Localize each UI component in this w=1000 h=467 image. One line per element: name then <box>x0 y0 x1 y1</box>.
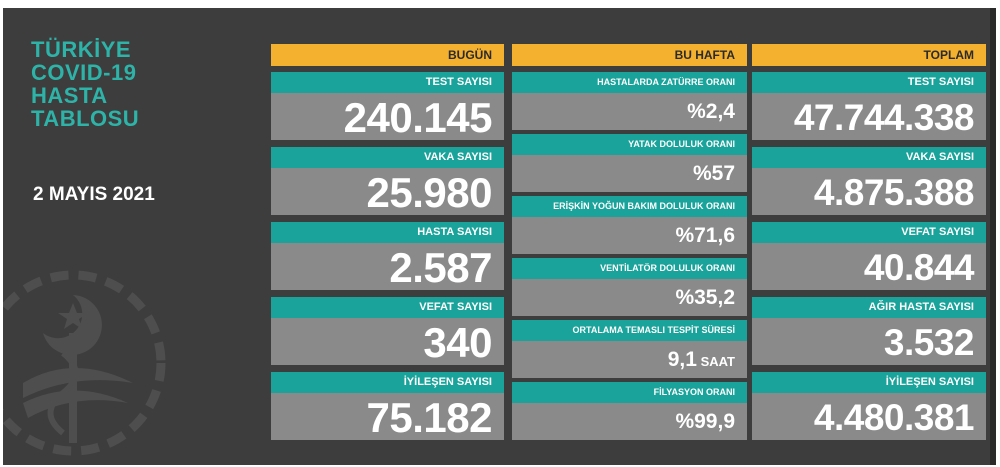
value-text: %2,4 <box>687 100 735 123</box>
card-value: 240.145 <box>271 93 504 141</box>
week-card-contact-time: ORTALAMA TEMASLI TESPİT SÜRESİ 9,1 SAAT <box>512 320 747 378</box>
value-text: %71,6 <box>675 224 735 247</box>
card-value: 4.480.381 <box>752 393 986 440</box>
title-line: HASTA <box>31 83 108 108</box>
ministry-emblem-icon <box>3 270 166 456</box>
week-heading: BU HAFTA <box>512 44 747 66</box>
card-label: VAKA SAYISI <box>752 147 986 168</box>
total-column: TOPLAM TEST SAYISI 47.744.338 VAKA SAYIS… <box>752 44 986 440</box>
card-label: VEFAT SAYISI <box>752 222 986 243</box>
card-label: ORTALAMA TEMASLI TESPİT SÜRESİ <box>512 320 747 341</box>
card-label: YATAK DOLULUK ORANI <box>512 134 747 155</box>
week-card-bed-occupancy: YATAK DOLULUK ORANI %57 <box>512 134 747 192</box>
card-label: HASTA SAYISI <box>271 222 504 243</box>
card-label: AĞIR HASTA SAYISI <box>752 297 986 318</box>
card-value: 2.587 <box>271 243 504 291</box>
total-card-test: TEST SAYISI 47.744.338 <box>752 72 986 140</box>
week-column: BU HAFTA HASTALARDA ZATÜRRE ORANI %2,4 Y… <box>512 44 747 440</box>
card-label: HASTALARDA ZATÜRRE ORANI <box>512 72 747 93</box>
card-value: 9,1 SAAT <box>512 341 747 378</box>
card-value: 3.532 <box>752 318 986 365</box>
board-edge <box>990 8 996 465</box>
card-value: 40.844 <box>752 243 986 290</box>
card-label: TEST SAYISI <box>271 72 504 93</box>
value-text: 9,1 <box>667 348 697 371</box>
total-card-recovered: İYİLEŞEN SAYISI 4.480.381 <box>752 372 986 440</box>
report-date: 2 MAYIS 2021 <box>33 184 155 205</box>
total-heading: TOPLAM <box>752 44 986 66</box>
today-heading: BUGÜN <box>271 44 504 66</box>
value-text: %35,2 <box>675 286 735 309</box>
today-card-test: TEST SAYISI 240.145 <box>271 72 504 141</box>
card-value: %57 <box>512 155 747 192</box>
card-value: %71,6 <box>512 217 747 254</box>
card-value: 75.182 <box>271 393 504 441</box>
card-label: İYİLEŞEN SAYISI <box>752 372 986 393</box>
card-value: 25.980 <box>271 168 504 216</box>
card-value: 4.875.388 <box>752 168 986 215</box>
card-label: VEFAT SAYISI <box>271 297 504 318</box>
week-card-pneumonia: HASTALARDA ZATÜRRE ORANI %2,4 <box>512 72 747 130</box>
title-line: COVID-19 <box>31 60 137 85</box>
value-text: %57 <box>692 162 735 185</box>
covid-table-board: TÜRKİYE COVID-19 HASTA TABLOSU 2 MAYIS 2… <box>3 8 996 465</box>
card-value: %99,9 <box>512 403 747 440</box>
today-card-patients: HASTA SAYISI 2.587 <box>271 222 504 291</box>
card-value: 47.744.338 <box>752 93 986 140</box>
today-card-recovered: İYİLEŞEN SAYISI 75.182 <box>271 372 504 441</box>
card-value: %2,4 <box>512 93 747 130</box>
today-column: BUGÜN TEST SAYISI 240.145 VAKA SAYISI 25… <box>271 44 504 441</box>
card-label: İYİLEŞEN SAYISI <box>271 372 504 393</box>
card-label: ERİŞKİN YOĞUN BAKIM DOLULUK ORANI <box>512 196 747 217</box>
week-card-filiation: FİLYASYON ORANI %99,9 <box>512 382 747 440</box>
page-title: TÜRKİYE COVID-19 HASTA TABLOSU <box>31 38 139 130</box>
total-card-cases: VAKA SAYISI 4.875.388 <box>752 147 986 215</box>
card-value: %35,2 <box>512 279 747 316</box>
value-text: %99,9 <box>675 410 735 433</box>
value-unit: SAAT <box>696 354 735 369</box>
card-label: FİLYASYON ORANI <box>512 382 747 403</box>
card-label: TEST SAYISI <box>752 72 986 93</box>
total-card-deaths: VEFAT SAYISI 40.844 <box>752 222 986 290</box>
card-label: VAKA SAYISI <box>271 147 504 168</box>
total-card-severe: AĞIR HASTA SAYISI 3.532 <box>752 297 986 365</box>
today-card-deaths: VEFAT SAYISI 340 <box>271 297 504 366</box>
week-card-ventilator: VENTİLATÖR DOLULUK ORANI %35,2 <box>512 258 747 316</box>
card-label: VENTİLATÖR DOLULUK ORANI <box>512 258 747 279</box>
title-line: TABLOSU <box>31 106 140 131</box>
today-card-cases: VAKA SAYISI 25.980 <box>271 147 504 216</box>
week-card-icu-occupancy: ERİŞKİN YOĞUN BAKIM DOLULUK ORANI %71,6 <box>512 196 747 254</box>
card-value: 340 <box>271 318 504 366</box>
title-line: TÜRKİYE <box>31 37 132 62</box>
